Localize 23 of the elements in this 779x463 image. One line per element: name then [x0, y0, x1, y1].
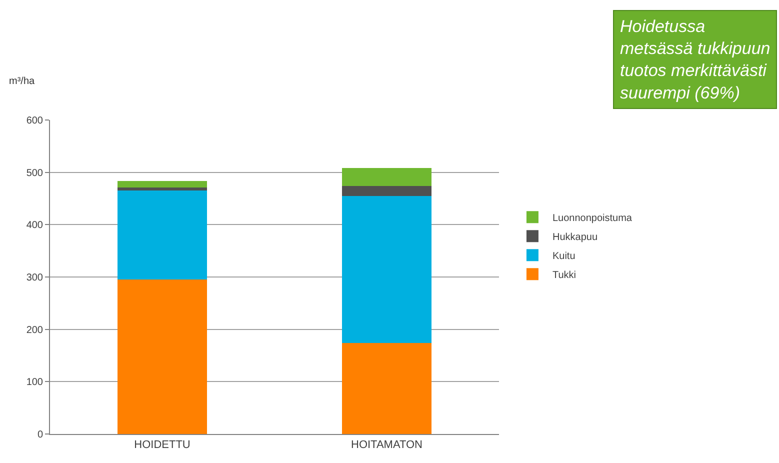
y-tick-label: 100	[26, 377, 44, 388]
bar	[342, 186, 432, 196]
y-axis-title: m³/ha	[9, 76, 35, 87]
bar	[117, 280, 208, 434]
bar	[342, 168, 432, 186]
x-tick-label: HOITAMATON	[351, 439, 423, 452]
y-tick-label: 500	[26, 168, 44, 179]
text: Hoidetussa metsässä tukkipuun tuotos merkittävästi suurempi (69%)	[620, 17, 770, 102]
legend-label: Tukki	[552, 270, 576, 281]
y-tick-label: 0	[37, 430, 44, 440]
bar	[342, 342, 432, 434]
bar	[117, 190, 208, 280]
y-tick-label: 400	[26, 220, 44, 232]
y-tick-label: 200	[26, 324, 44, 336]
legend-label: Hukkapuu	[552, 232, 598, 243]
legend-label: Luonnonpoistuma	[552, 213, 632, 224]
y-tick-label: 600	[26, 116, 44, 126]
y-tick-label: 300	[26, 272, 44, 284]
bar	[342, 196, 432, 343]
x-tick-label: HOIDETTU	[134, 439, 190, 452]
legend-label: Kuitu	[552, 251, 576, 262]
bar	[117, 188, 208, 191]
bar	[117, 181, 208, 188]
